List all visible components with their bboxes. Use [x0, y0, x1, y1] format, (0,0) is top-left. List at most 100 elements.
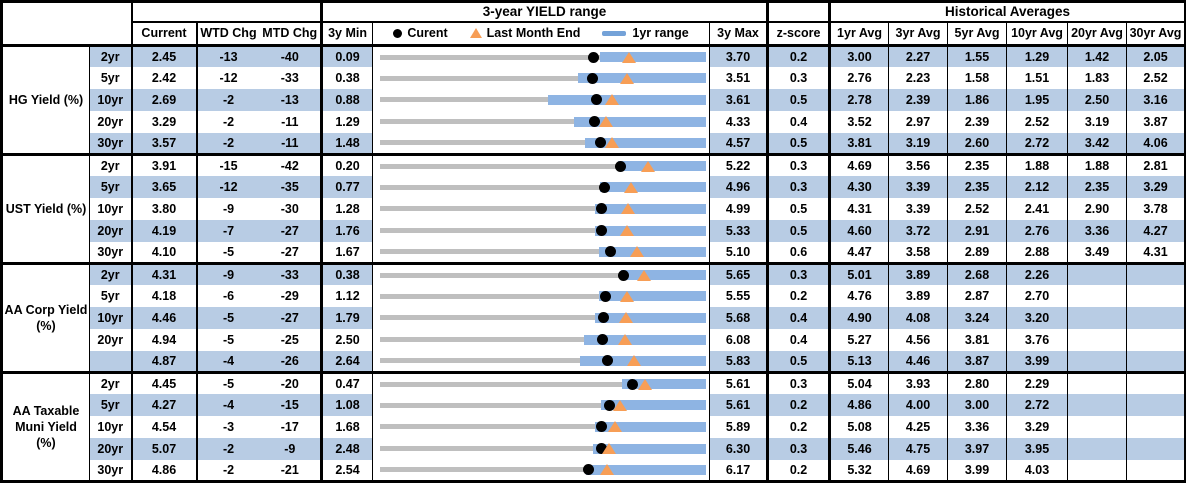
- avg-value: 4.56: [888, 328, 948, 351]
- 1yr-range-bar: [600, 400, 706, 411]
- col-header-1yr-avg: 1yr Avg: [828, 21, 889, 47]
- last-month-triangle: [627, 355, 642, 367]
- avg-value: 4.00: [888, 394, 948, 417]
- wtd-chg-value: -2: [195, 89, 260, 111]
- last-month-triangle: [599, 116, 614, 128]
- min-3y-value: 0.20: [320, 152, 373, 177]
- avg-value: [1126, 328, 1186, 351]
- current-dot: [590, 94, 602, 106]
- wtd-chg-value: -6: [195, 285, 260, 308]
- avg-value: 1.42: [1067, 44, 1127, 68]
- range-track: [380, 228, 707, 234]
- range-chart-canvas: [380, 266, 707, 285]
- table-row: 30yr 3.57 -2 -11 1.48 4.57 0.5 3.81 3.19 2.60 2.72…: [2, 132, 1186, 155]
- z-score-value: 0.3: [766, 370, 830, 395]
- z-score-value: 0.4: [766, 307, 830, 329]
- wtd-chg-value: -12: [195, 67, 260, 90]
- avg-value: [1067, 285, 1127, 308]
- 1yr-range-bar: [600, 182, 706, 193]
- range-track: [380, 140, 707, 146]
- z-score-value: 0.3: [766, 152, 830, 177]
- last-month-triangle: [617, 334, 632, 346]
- avg-value: 2.76: [1006, 219, 1068, 242]
- last-month-triangle: [629, 246, 644, 258]
- col-header-3yr-avg: 3yr Avg: [888, 21, 948, 47]
- range-chart: [372, 370, 710, 395]
- z-score-value: 0.2: [766, 285, 830, 308]
- mtd-chg-value: -27: [259, 307, 322, 329]
- tenor-cell: 30yr: [89, 459, 132, 482]
- z-score-value: 0.5: [766, 350, 830, 373]
- col-header-z-score: z-score: [766, 21, 830, 47]
- current-value: 3.65: [130, 176, 197, 199]
- row-group-label: AA Taxable Muni Yield (%): [1, 370, 90, 482]
- legend-1yr-range-label: 1yr range: [632, 26, 689, 41]
- max-3y-value: 4.57: [709, 132, 768, 155]
- min-3y-value: 1.68: [320, 416, 373, 438]
- avg-value: 2.05: [1126, 44, 1186, 68]
- legend-last-month-triangle-icon: [469, 28, 482, 39]
- range-chart-canvas: [380, 67, 707, 89]
- range-chart: [372, 198, 710, 220]
- wtd-chg-value: -5: [195, 328, 260, 351]
- avg-value: 2.35: [947, 152, 1007, 177]
- last-month-triangle: [605, 137, 620, 149]
- range-chart-canvas: [380, 329, 707, 351]
- z-score-value: 0.2: [766, 394, 830, 417]
- avg-value: [1126, 416, 1186, 438]
- avg-value: 4.47: [828, 241, 889, 264]
- legend-current-dot-icon: [393, 28, 403, 38]
- max-3y-value: 5.83: [709, 350, 768, 373]
- z-score-value: 0.3: [766, 437, 830, 460]
- range-track: [380, 206, 707, 212]
- range-track: [380, 97, 707, 103]
- min-3y-value: 2.54: [320, 459, 373, 482]
- range-chart: [372, 307, 710, 329]
- avg-value: [1126, 261, 1186, 286]
- 1yr-range-bar: [620, 270, 706, 281]
- max-3y-value: 4.33: [709, 110, 768, 133]
- avg-value: 4.31: [1126, 241, 1186, 264]
- current-value: 3.80: [130, 198, 197, 220]
- col-header-mtd-chg: MTD Chg: [262, 26, 318, 41]
- max-3y-value: 3.61: [709, 89, 768, 111]
- max-3y-value: 5.22: [709, 152, 768, 177]
- avg-value: 4.69: [888, 459, 948, 482]
- table-row: 20yr 4.19 -7 -27 1.76 5.33 0.5 4.60 3.72 2.91 2.76…: [2, 219, 1186, 242]
- current-dot: [596, 225, 608, 237]
- avg-value: 3.39: [888, 198, 948, 220]
- avg-value: 1.88: [1067, 152, 1127, 177]
- avg-value: 2.81: [1126, 152, 1186, 177]
- avg-value: 3.29: [1006, 416, 1068, 438]
- min-3y-value: 0.09: [320, 44, 373, 68]
- avg-value: 3.29: [1126, 176, 1186, 199]
- current-dot: [586, 72, 598, 84]
- range-chart: [372, 44, 710, 68]
- range-chart-canvas: [380, 133, 707, 153]
- current-dot: [595, 421, 607, 433]
- z-score-value: 0.2: [766, 416, 830, 438]
- range-group-header: 3-year YIELD range: [320, 1, 768, 23]
- tenor-cell: 5yr: [89, 67, 132, 90]
- wtd-chg-value: -5: [195, 307, 260, 329]
- last-month-triangle: [624, 181, 639, 193]
- z-score-value: 0.5: [766, 132, 830, 155]
- current-dot: [602, 355, 614, 367]
- current-dot: [599, 290, 611, 302]
- col-header-wtd-chg: WTD Chg: [200, 26, 257, 41]
- avg-value: 2.39: [947, 110, 1007, 133]
- avg-value: 5.46: [828, 437, 889, 460]
- min-3y-value: 1.48: [320, 132, 373, 155]
- range-chart-canvas: [380, 438, 707, 460]
- range-track: [380, 249, 707, 255]
- avg-value: 4.75: [888, 437, 948, 460]
- 1yr-range-bar: [595, 203, 706, 214]
- range-track: [380, 446, 707, 452]
- table-row: 5yr 4.18 -6 -29 1.12 5.55 0.2 4.76 3.89 2.87 2.70: [2, 285, 1186, 308]
- avg-value: [1126, 285, 1186, 308]
- tenor-cell: 2yr: [89, 370, 132, 395]
- 1yr-range-bar: [622, 379, 706, 390]
- avg-value: 3.99: [947, 459, 1007, 482]
- wtd-chg-value: -9: [195, 198, 260, 220]
- max-3y-value: 6.08: [709, 328, 768, 351]
